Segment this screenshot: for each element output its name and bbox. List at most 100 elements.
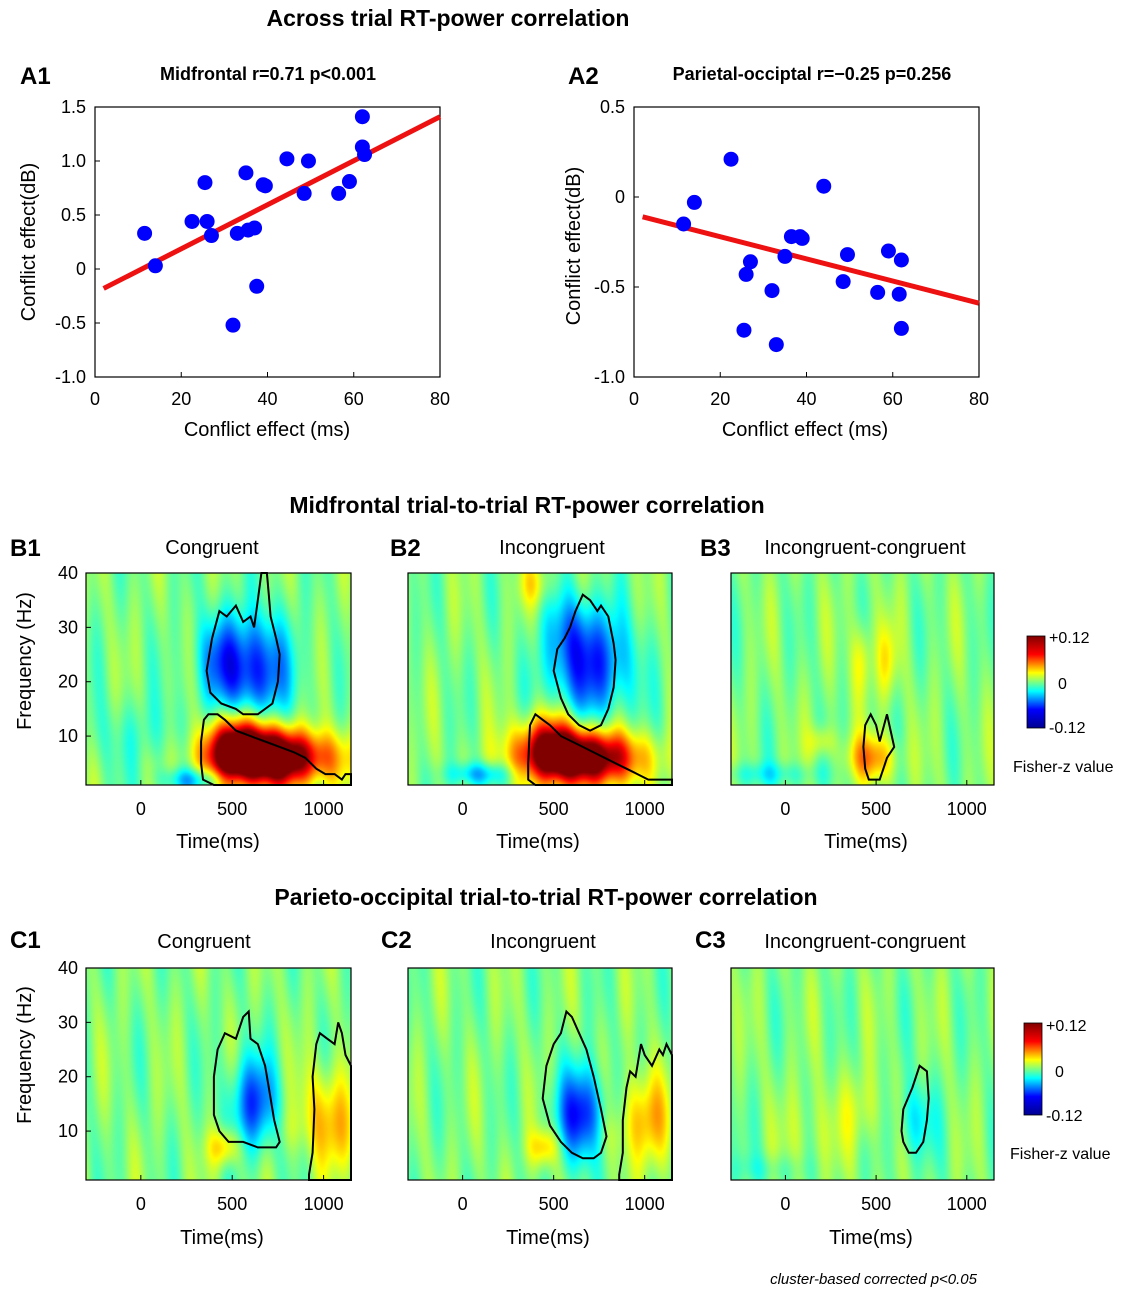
heatmap-c1 bbox=[86, 968, 351, 1180]
x-tick-label-c3: 1000 bbox=[947, 1194, 987, 1214]
y-tick-label-a1: 1.0 bbox=[61, 151, 86, 171]
data-point-a1 bbox=[354, 109, 370, 125]
x-tick-label-a1: 80 bbox=[430, 389, 450, 409]
ticks-c1: 0 500 1000 10 20 30 40 bbox=[58, 958, 344, 1214]
panel-b3: B3 Incongruent-congruent 0 500 1000 Time(m… bbox=[700, 535, 995, 853]
x-tick-label-c2: 500 bbox=[539, 1194, 569, 1214]
heatmap-c2 bbox=[408, 968, 672, 1180]
panel-label-c1: C1 bbox=[10, 927, 41, 954]
y-tick-label-a1: 0 bbox=[76, 259, 86, 279]
y-tick-label-c1: 10 bbox=[58, 1121, 78, 1141]
x-tick-label-a2: 20 bbox=[710, 389, 730, 409]
colorbar-b-gradient bbox=[1026, 635, 1046, 729]
data-point-a2 bbox=[835, 274, 851, 290]
panel-c3: C3 Incongruent-congruent 0 500 1000 Time(m… bbox=[695, 927, 995, 1249]
chart-title-a2: Parietal-occiptal r=−0.25 p=0.256 bbox=[673, 64, 952, 84]
plot-frame-b2 bbox=[407, 572, 673, 786]
x-tick-label-a1: 0 bbox=[90, 389, 100, 409]
plot-frame-c2 bbox=[407, 967, 673, 1181]
chart-title-c1: Congruent bbox=[157, 931, 251, 953]
panel-a2: A2 Parietal-occiptal r=−0.25 p=0.256 0 20… bbox=[563, 63, 989, 441]
data-point-a2 bbox=[723, 151, 739, 167]
data-point-a2 bbox=[777, 248, 793, 264]
colorbar-c: +0.12 0 -0.12 Fisher-z value bbox=[1010, 1018, 1111, 1163]
x-tick-label-c1: 500 bbox=[217, 1194, 247, 1214]
colorbar-c-min: -0.12 bbox=[1046, 1108, 1083, 1125]
plot-frame-c3 bbox=[730, 967, 995, 1181]
chart-title-b2: Incongruent bbox=[499, 537, 605, 559]
ticks-c2: 0 500 1000 bbox=[458, 1175, 665, 1214]
data-point-a1 bbox=[225, 317, 241, 333]
plot-frame-c1 bbox=[85, 967, 352, 1181]
panel-b2: B2 Incongruent 0 500 1000 Time(ms) bbox=[390, 535, 673, 853]
ticks-b2: 0 500 1000 bbox=[458, 780, 665, 819]
cluster-contours-c3 bbox=[900, 1064, 930, 1154]
panel-label-b3: B3 bbox=[700, 535, 731, 562]
x-tick-label-b1: 500 bbox=[217, 799, 247, 819]
heatmap-b2 bbox=[408, 573, 672, 785]
data-point-a1 bbox=[203, 228, 219, 244]
ticks-b3: 0 500 1000 bbox=[780, 780, 987, 819]
x-axis-label-a1: Conflict effect (ms) bbox=[184, 419, 350, 441]
x-tick-label-b1: 1000 bbox=[304, 799, 344, 819]
x-tick-label-b3: 500 bbox=[861, 799, 891, 819]
y-tick-label-a1: 1.5 bbox=[61, 97, 86, 117]
data-point-a1 bbox=[279, 151, 295, 167]
panel-label-b2: B2 bbox=[390, 535, 421, 562]
section-a-title: Across trial RT-power correlation bbox=[267, 5, 630, 31]
y-tick-label-a1: -0.5 bbox=[55, 313, 86, 333]
x-tick-label-a2: 40 bbox=[796, 389, 816, 409]
data-point-a2 bbox=[880, 243, 896, 259]
ticks-c3: 0 500 1000 bbox=[780, 1175, 987, 1214]
y-tick-label-a2: 0 bbox=[615, 187, 625, 207]
y-tick-label-c1: 40 bbox=[58, 958, 78, 978]
colorbar-b-max: +0.12 bbox=[1049, 630, 1090, 647]
y-tick-label-c1: 20 bbox=[58, 1067, 78, 1087]
data-point-a1 bbox=[238, 165, 254, 181]
x-tick-label-a1: 40 bbox=[257, 389, 277, 409]
data-point-a1 bbox=[184, 213, 200, 229]
y-axis-label-c1: Frequency (Hz) bbox=[14, 986, 36, 1124]
heatmap-b3 bbox=[731, 573, 994, 785]
data-point-a1 bbox=[249, 278, 265, 294]
data-point-a1 bbox=[257, 178, 273, 194]
data-point-a2 bbox=[816, 178, 832, 194]
x-tick-label-c3: 0 bbox=[780, 1194, 790, 1214]
y-tick-label-a2: 0.5 bbox=[600, 97, 625, 117]
plot-frame-b3 bbox=[730, 572, 995, 786]
panel-label-a1: A1 bbox=[20, 63, 51, 90]
x-axis-label-a2: Conflict effect (ms) bbox=[722, 419, 888, 441]
x-tick-label-a1: 60 bbox=[344, 389, 364, 409]
y-tick-label-a1: -1.0 bbox=[55, 367, 86, 387]
y-tick-label-a2: -0.5 bbox=[594, 277, 625, 297]
panel-c1: C1 Congruent 0 500 1000 10 20 30 40 Time(ms) F… bbox=[10, 927, 352, 1249]
y-axis-label-a2: Conflict effect(dB) bbox=[563, 167, 585, 326]
data-point-a2 bbox=[686, 194, 702, 210]
y-tick-label-a2: -1.0 bbox=[594, 367, 625, 387]
data-point-a2 bbox=[839, 247, 855, 263]
plot-frame-b1 bbox=[85, 572, 352, 786]
y-axis-label-b1: Frequency (Hz) bbox=[14, 592, 36, 730]
x-tick-label-a2: 80 bbox=[969, 389, 989, 409]
data-point-a2 bbox=[736, 322, 752, 338]
section-c-title: Parieto-occipital trial-to-trial RT-powe… bbox=[274, 884, 817, 910]
panel-a1: A1 Midfrontal r=0.71 p<0.001 0 20 40 60 80 -1… bbox=[18, 63, 450, 441]
data-point-a2 bbox=[893, 252, 909, 268]
x-tick-label-b3: 1000 bbox=[947, 799, 987, 819]
ticks-a1: 0 20 40 60 80 -1.0 -0.5 0 0.5 1.0 1.5 bbox=[55, 97, 450, 409]
data-point-a2 bbox=[764, 283, 780, 299]
chart-title-a1: Midfrontal r=0.71 p<0.001 bbox=[160, 64, 376, 84]
panel-label-c3: C3 bbox=[695, 927, 726, 954]
heatmap-c3 bbox=[731, 968, 994, 1180]
y-tick-label-b1: 10 bbox=[58, 726, 78, 746]
colorbar-c-mid: 0 bbox=[1055, 1064, 1064, 1081]
data-point-a1 bbox=[197, 175, 213, 191]
y-axis-label-a1: Conflict effect(dB) bbox=[18, 163, 40, 322]
panel-label-c2: C2 bbox=[381, 927, 412, 954]
x-axis-label-c3: Time(ms) bbox=[829, 1227, 913, 1249]
data-point-a2 bbox=[891, 286, 907, 302]
x-axis-label-c1: Time(ms) bbox=[180, 1227, 264, 1249]
colorbar-b-mid: 0 bbox=[1058, 676, 1067, 693]
y-tick-label-b1: 30 bbox=[58, 617, 78, 637]
